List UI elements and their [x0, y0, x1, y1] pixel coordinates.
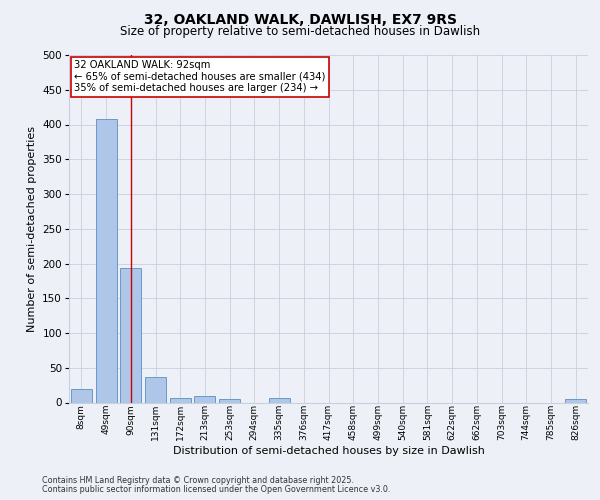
- Text: Contains public sector information licensed under the Open Government Licence v3: Contains public sector information licen…: [42, 485, 391, 494]
- Bar: [565, 399, 586, 402]
- Text: Size of property relative to semi-detached houses in Dawlish: Size of property relative to semi-detach…: [120, 25, 480, 38]
- Bar: [219, 399, 240, 402]
- Bar: [145, 377, 166, 402]
- Bar: [71, 390, 92, 402]
- Bar: [120, 268, 141, 402]
- Text: Contains HM Land Registry data © Crown copyright and database right 2025.: Contains HM Land Registry data © Crown c…: [42, 476, 354, 485]
- Bar: [194, 396, 215, 402]
- Bar: [95, 119, 116, 403]
- Bar: [269, 398, 290, 402]
- X-axis label: Distribution of semi-detached houses by size in Dawlish: Distribution of semi-detached houses by …: [173, 446, 484, 456]
- Bar: [170, 398, 191, 402]
- Y-axis label: Number of semi-detached properties: Number of semi-detached properties: [27, 126, 37, 332]
- Text: 32, OAKLAND WALK, DAWLISH, EX7 9RS: 32, OAKLAND WALK, DAWLISH, EX7 9RS: [143, 12, 457, 26]
- Text: 32 OAKLAND WALK: 92sqm
← 65% of semi-detached houses are smaller (434)
35% of se: 32 OAKLAND WALK: 92sqm ← 65% of semi-det…: [74, 60, 326, 94]
